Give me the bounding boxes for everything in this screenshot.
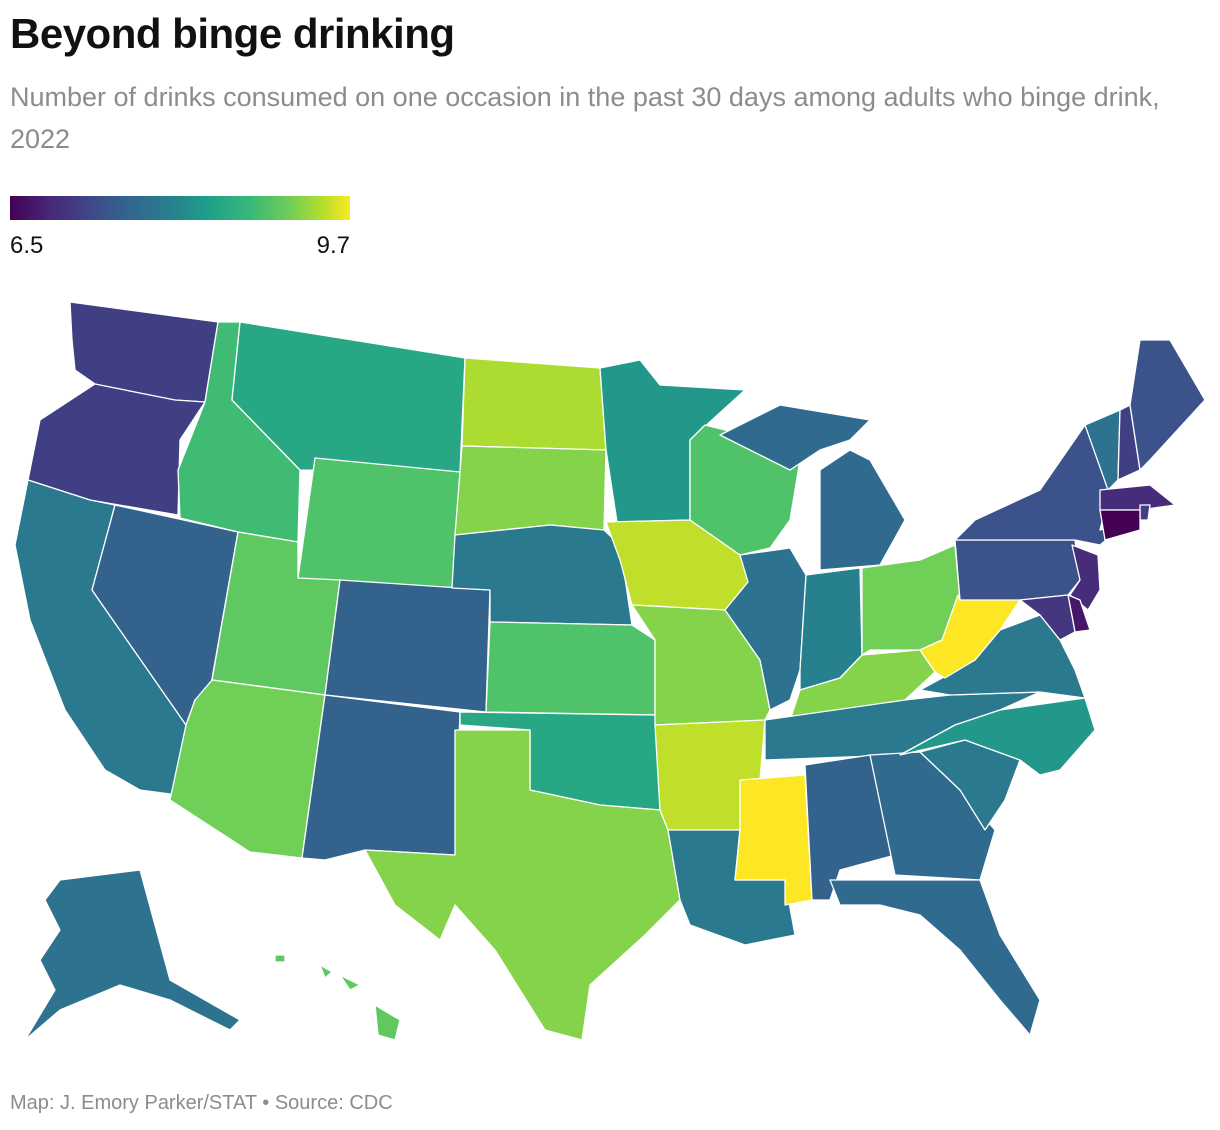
state-ks[interactable]: KS: 8.8	[485, 621, 656, 716]
color-scale-legend	[10, 196, 350, 220]
source-credit: Map: J. Emory Parker/STAT • Source: CDC	[10, 1092, 393, 1114]
state-ma[interactable]: MA: 6.9	[1099, 484, 1176, 511]
state-nd[interactable]: ND: 9.3	[461, 357, 607, 451]
state-wy[interactable]: WY: 8.8	[297, 457, 461, 591]
state-mi[interactable]: MI: 7.6	[719, 404, 906, 571]
legend-min-label: 6.5	[10, 232, 44, 259]
map-title: Beyond binge drinking	[10, 10, 455, 57]
state-or[interactable]: OR: 7.1	[27, 383, 206, 516]
state-fl[interactable]: FL: 7.6	[829, 879, 1041, 1036]
state-tx[interactable]: TX: 9.1	[364, 729, 681, 1041]
legend-max-label: 9.7	[316, 232, 350, 259]
state-ri[interactable]: RI: 7.1	[1139, 504, 1151, 521]
state-ca[interactable]: CA: 7.8	[14, 479, 187, 796]
state-sd[interactable]: SD: 9.1	[454, 445, 607, 536]
state-me[interactable]: ME: 7.3	[1129, 339, 1206, 471]
us-choropleth-map: WA: 7.1OR: 7.1CA: 7.8NV: 7.5ID: 8.7MT: 8…	[14, 301, 1206, 1041]
state-ak[interactable]: AK: 7.7	[24, 869, 241, 1041]
state-hi[interactable]: HI: 8.9	[274, 954, 401, 1041]
state-co[interactable]: CO: 7.5	[324, 579, 491, 713]
state-nc[interactable]: NC: 8.2	[899, 697, 1096, 776]
state-nm[interactable]: NM: 7.5	[301, 694, 461, 861]
state-az[interactable]: AZ: 9	[169, 679, 326, 859]
state-nj[interactable]: NJ: 6.9	[1069, 544, 1101, 611]
map-subtitle: Number of drinks consumed on one occasio…	[10, 82, 1160, 154]
state-il[interactable]: IL: 7.7	[724, 547, 807, 711]
state-md[interactable]: MD: 7	[1019, 594, 1076, 641]
state-ct[interactable]: CT: 6.5	[1099, 509, 1141, 541]
states-layer: WA: 7.1OR: 7.1CA: 7.8NV: 7.5ID: 8.7MT: 8…	[14, 301, 1206, 1041]
state-pa[interactable]: PA: 7.3	[954, 539, 1081, 601]
